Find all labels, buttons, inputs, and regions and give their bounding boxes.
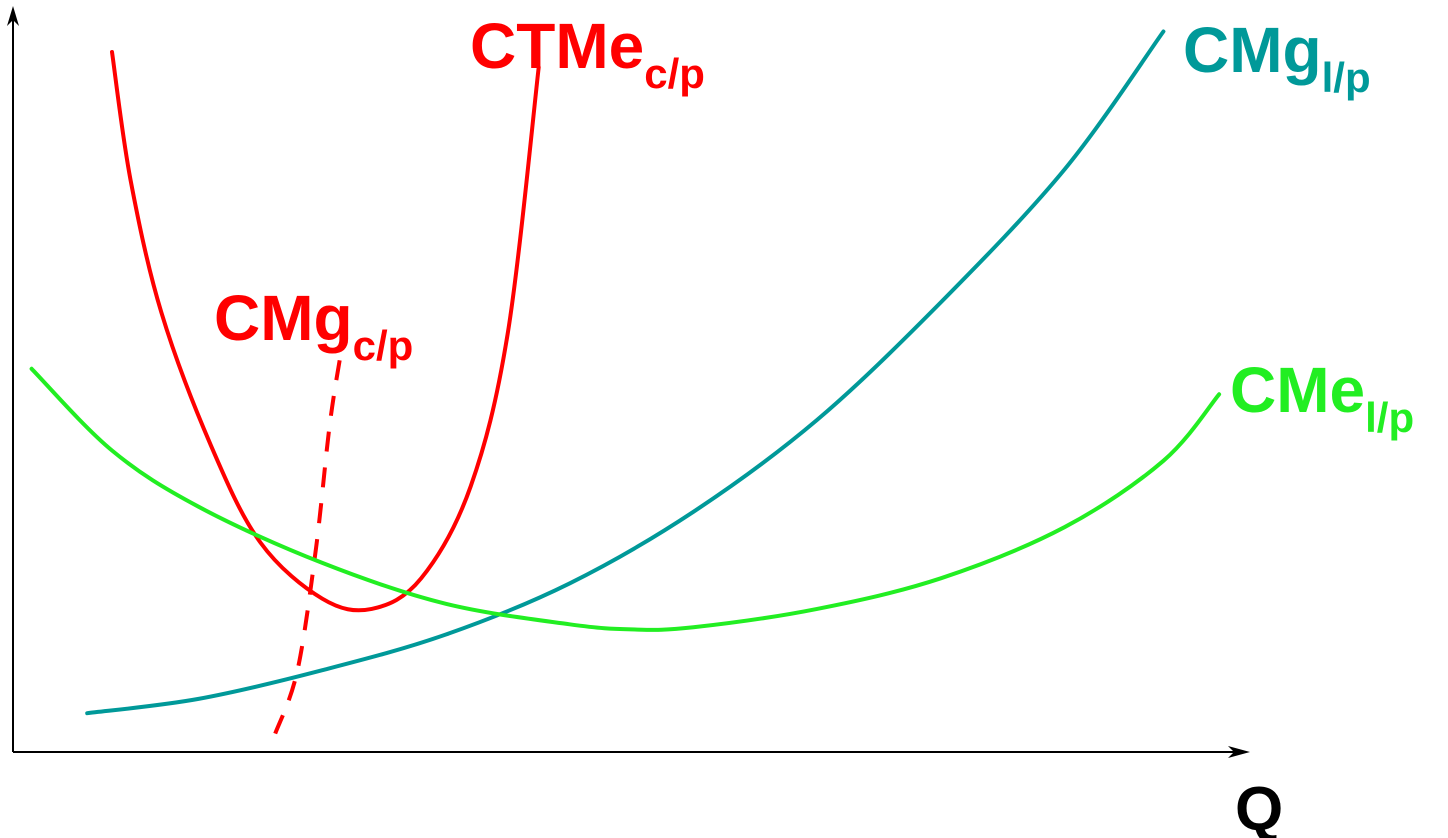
series-line-cme-lp [29, 366, 1222, 632]
series-labels: CTMec/p CMgc/p CMgl/p CMel/p [214, 10, 1414, 441]
series-line-ctme-cp [110, 50, 541, 613]
y-axis-arrow-icon [7, 6, 19, 26]
x-axis-label: Q [1235, 775, 1283, 838]
series-label-ctme-cp: CTMec/p [470, 10, 705, 97]
series-label-cme-lp-main: CMe [1230, 354, 1365, 426]
series-label-cme-lp: CMel/p [1230, 354, 1414, 441]
series-label-ctme-cp-main: CTMe [470, 10, 644, 82]
x-axis-arrow-icon [1228, 746, 1250, 758]
series-label-cme-lp-sub: l/p [1365, 394, 1414, 441]
series-label-ctme-cp-sub: c/p [644, 50, 705, 97]
axes: Q [7, 6, 1283, 838]
series-label-cmg-lp: CMgl/p [1183, 14, 1371, 101]
series-label-cmg-lp-sub: l/p [1322, 54, 1371, 101]
series-line-cmg-lp [85, 29, 1166, 716]
series-label-cmg-cp-main: CMg [214, 282, 353, 354]
series-line-cmg-cp [273, 353, 343, 735]
series-layer [29, 29, 1222, 735]
series-label-cmg-cp: CMgc/p [214, 282, 413, 369]
series-label-cmg-lp-main: CMg [1183, 14, 1322, 86]
series-label-cmg-cp-sub: c/p [353, 322, 414, 369]
